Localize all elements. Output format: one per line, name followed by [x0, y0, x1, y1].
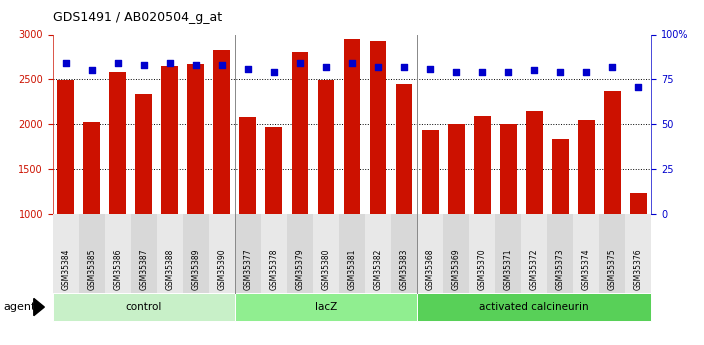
Bar [57, 80, 74, 214]
Point [294, 60, 306, 66]
Point [216, 62, 227, 68]
Text: GSM35368: GSM35368 [425, 249, 434, 290]
Bar [422, 130, 439, 214]
Point [268, 69, 279, 75]
Bar [291, 52, 308, 214]
Bar [135, 94, 152, 214]
Bar [500, 124, 517, 214]
Bar [630, 193, 647, 214]
Point [164, 60, 175, 66]
Point [503, 69, 514, 75]
Bar [552, 139, 569, 214]
Bar [161, 66, 178, 214]
Point [425, 66, 436, 71]
Bar [370, 41, 386, 214]
Text: GSM35389: GSM35389 [191, 249, 201, 290]
Bar [526, 111, 543, 214]
Text: GDS1491 / AB020504_g_at: GDS1491 / AB020504_g_at [53, 11, 222, 24]
Point [477, 69, 488, 75]
Text: GSM35390: GSM35390 [218, 249, 227, 290]
Point [346, 60, 358, 66]
Bar [318, 80, 334, 214]
Text: GSM35376: GSM35376 [634, 249, 643, 290]
Point [190, 62, 201, 68]
Text: GSM35386: GSM35386 [113, 249, 122, 290]
Bar [239, 117, 256, 214]
Point [555, 69, 566, 75]
Point [607, 64, 618, 70]
Text: GSM35375: GSM35375 [608, 249, 617, 290]
Text: GSM35388: GSM35388 [165, 249, 175, 290]
Text: GSM35380: GSM35380 [322, 249, 330, 290]
Bar [213, 50, 230, 214]
Text: GSM35371: GSM35371 [503, 249, 513, 290]
Text: GSM35387: GSM35387 [139, 249, 149, 290]
Text: GSM35383: GSM35383 [400, 249, 408, 290]
Point [398, 64, 410, 70]
Point [60, 60, 71, 66]
Text: GSM35372: GSM35372 [529, 249, 539, 290]
Point [138, 62, 149, 68]
Polygon shape [34, 298, 44, 316]
Point [320, 64, 332, 70]
Bar [474, 116, 491, 214]
Bar [265, 127, 282, 214]
Point [451, 69, 462, 75]
Point [112, 60, 123, 66]
Bar [109, 72, 126, 214]
Text: GSM35374: GSM35374 [582, 249, 591, 290]
Text: GSM35381: GSM35381 [348, 249, 356, 290]
Point [633, 84, 644, 89]
Point [86, 68, 97, 73]
Text: GSM35373: GSM35373 [555, 249, 565, 290]
Bar [187, 64, 204, 214]
Point [581, 69, 592, 75]
Bar [604, 91, 621, 214]
Text: control: control [126, 302, 162, 312]
Text: lacZ: lacZ [315, 302, 337, 312]
Text: GSM35369: GSM35369 [451, 249, 460, 290]
Text: GSM35377: GSM35377 [244, 249, 253, 290]
Bar [396, 84, 413, 214]
Text: GSM35378: GSM35378 [270, 249, 279, 290]
Point [529, 68, 540, 73]
Text: GSM35384: GSM35384 [61, 249, 70, 290]
Bar [448, 124, 465, 214]
Point [372, 64, 384, 70]
Text: GSM35382: GSM35382 [374, 249, 382, 290]
Bar [83, 122, 100, 214]
Text: GSM35370: GSM35370 [477, 249, 486, 290]
Text: activated calcineurin: activated calcineurin [479, 302, 589, 312]
Point [242, 66, 253, 71]
Text: GSM35385: GSM35385 [87, 249, 96, 290]
Text: GSM35379: GSM35379 [296, 249, 304, 290]
Text: agent: agent [4, 302, 36, 312]
Bar [344, 39, 360, 214]
Bar [578, 120, 595, 214]
